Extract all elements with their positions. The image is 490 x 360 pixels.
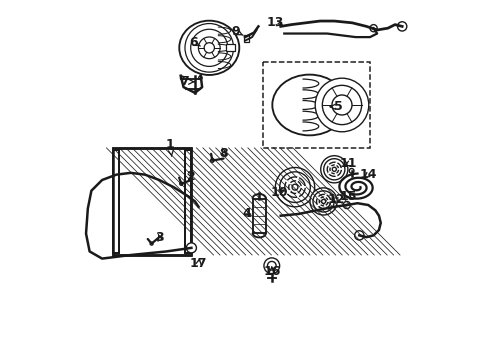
Circle shape [268, 261, 276, 270]
Circle shape [343, 202, 350, 208]
Circle shape [180, 76, 184, 80]
Bar [244, 35, 248, 42]
Bar [185, 150, 192, 253]
Circle shape [199, 76, 202, 80]
Circle shape [332, 95, 352, 115]
Text: 14: 14 [360, 168, 377, 181]
Text: 3: 3 [155, 231, 164, 244]
Text: 7: 7 [180, 75, 195, 88]
Circle shape [285, 177, 305, 197]
Text: 16: 16 [263, 265, 280, 278]
Circle shape [211, 159, 214, 162]
Circle shape [322, 85, 362, 125]
Circle shape [280, 172, 310, 202]
Bar [113, 148, 192, 255]
Circle shape [330, 165, 339, 174]
Ellipse shape [272, 75, 346, 135]
Text: 5: 5 [330, 100, 342, 113]
Circle shape [370, 24, 377, 32]
Circle shape [313, 191, 334, 212]
Circle shape [349, 168, 354, 173]
Text: 6: 6 [189, 36, 200, 49]
Ellipse shape [179, 21, 239, 75]
Bar [226, 44, 235, 51]
Circle shape [180, 182, 183, 185]
Bar [113, 148, 192, 255]
Text: 9: 9 [232, 25, 243, 38]
Circle shape [317, 194, 331, 208]
Circle shape [186, 243, 196, 253]
Bar [113, 150, 119, 253]
Circle shape [319, 197, 328, 206]
Bar [263, 62, 370, 148]
Circle shape [310, 188, 337, 215]
Bar [113, 150, 119, 253]
Text: 17: 17 [190, 257, 207, 270]
Circle shape [150, 242, 153, 245]
Circle shape [355, 231, 364, 240]
Circle shape [324, 159, 345, 180]
Circle shape [264, 258, 280, 274]
Circle shape [292, 184, 298, 190]
Text: 15: 15 [340, 190, 357, 203]
Circle shape [397, 22, 407, 31]
Text: 12: 12 [327, 193, 345, 206]
Circle shape [275, 167, 315, 207]
Circle shape [332, 167, 336, 171]
Text: 11: 11 [340, 157, 357, 170]
Circle shape [315, 78, 369, 132]
Text: 2: 2 [187, 170, 196, 183]
Text: 10: 10 [270, 186, 288, 199]
Text: 4: 4 [243, 207, 251, 220]
Circle shape [327, 162, 342, 176]
Text: 1: 1 [166, 138, 174, 156]
Text: 8: 8 [219, 147, 228, 160]
Circle shape [321, 156, 348, 183]
Bar [252, 199, 266, 233]
Circle shape [321, 199, 326, 203]
Circle shape [289, 181, 301, 193]
Text: 13: 13 [267, 16, 284, 29]
Bar [185, 150, 192, 253]
